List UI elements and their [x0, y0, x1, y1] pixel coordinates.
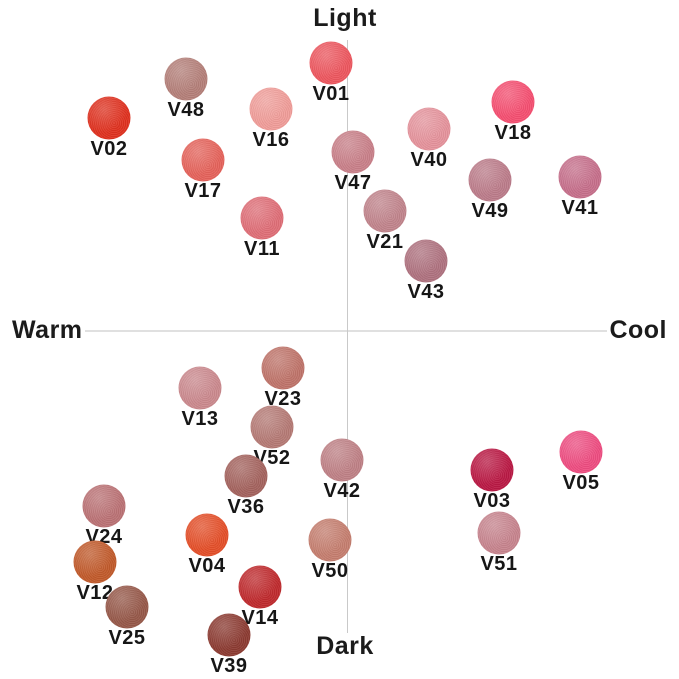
shade-swatch: [105, 585, 149, 629]
shade-swatch-label: V43: [407, 281, 445, 303]
shade-swatch-label: V14: [241, 607, 279, 629]
shade-swatch: [308, 518, 352, 562]
shade-swatch: [491, 80, 535, 124]
shade-swatch: [363, 189, 407, 233]
shade-swatch: [250, 405, 294, 449]
shade-swatch: [238, 565, 282, 609]
shade-swatch-label: V11: [244, 238, 280, 260]
shade-swatch: [331, 130, 375, 174]
shade-swatch-label: V23: [264, 388, 302, 410]
shade-swatch: [207, 613, 251, 657]
shade-swatch-label: V49: [471, 200, 509, 222]
shade-swatch-label: V42: [323, 480, 361, 502]
shade-swatch: [407, 107, 451, 151]
shade-swatch: [468, 158, 512, 202]
shade-swatch: [73, 540, 117, 584]
shade-swatch: [82, 484, 126, 528]
shade-swatch: [249, 87, 293, 131]
shade-swatch: [558, 155, 602, 199]
axis-label-cool: Cool: [609, 315, 667, 344]
shade-swatch-label: V50: [311, 560, 349, 582]
shade-swatch-label: V16: [252, 129, 290, 151]
shade-swatch: [240, 196, 284, 240]
axis-label-dark: Dark: [316, 632, 374, 660]
shade-swatch-label: V47: [334, 172, 372, 194]
shade-swatch: [470, 448, 514, 492]
shade-swatch: [404, 239, 448, 283]
shade-swatch-label: V18: [494, 122, 532, 144]
shade-swatch-label: V40: [410, 149, 448, 171]
shade-swatch-label: V39: [210, 655, 248, 677]
shade-swatch: [309, 41, 353, 85]
shade-swatch: [87, 96, 131, 140]
shade-swatch-label: V36: [227, 496, 265, 518]
shade-swatch-label: V48: [167, 99, 205, 121]
shade-swatch-label: V05: [562, 472, 600, 494]
shade-swatch: [477, 511, 521, 555]
shade-swatch-label: V02: [90, 138, 128, 160]
shade-swatch-label: V51: [480, 553, 518, 575]
warm-cool-axis-line: [85, 330, 607, 332]
shade-swatch: [559, 430, 603, 474]
shade-swatch-label: V01: [312, 83, 350, 105]
shade-swatch: [181, 138, 225, 182]
shade-swatch-label: V25: [108, 627, 146, 649]
shade-swatch-label: V17: [184, 180, 222, 202]
shade-swatch: [320, 438, 364, 482]
shade-swatch: [178, 366, 222, 410]
shade-swatch-label: V41: [561, 197, 599, 219]
shade-swatch: [261, 346, 305, 390]
shade-swatch-label: V04: [188, 555, 226, 577]
shade-swatch-label: V21: [366, 231, 404, 253]
shade-swatch-label: V03: [473, 490, 511, 512]
shade-swatch: [224, 454, 268, 498]
shade-swatch-label: V12: [76, 582, 114, 604]
axis-label-warm: Warm: [12, 315, 83, 344]
axis-label-light: Light: [313, 4, 377, 32]
shade-swatch-label: V13: [181, 408, 219, 430]
light-dark-axis-line: [347, 40, 348, 633]
shade-swatch: [164, 57, 208, 101]
shade-swatch: [185, 513, 229, 557]
